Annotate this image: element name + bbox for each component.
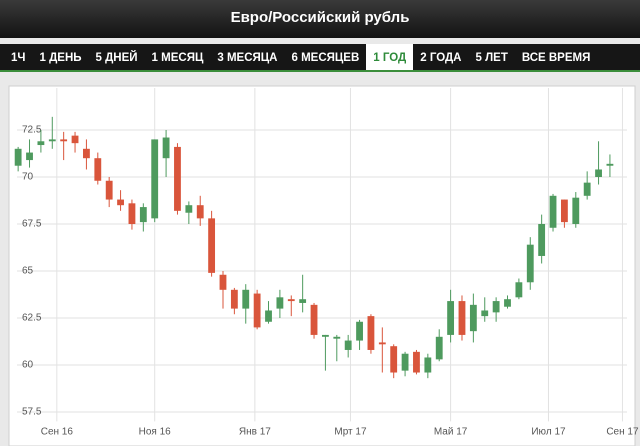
candle-body xyxy=(230,289,238,309)
candle-body xyxy=(606,163,614,166)
y-tick-label: 60 xyxy=(22,360,34,371)
y-tick-label: 70 xyxy=(22,172,34,183)
tab[interactable]: 5 ЛЕТ xyxy=(475,52,508,64)
candle-body xyxy=(458,301,466,335)
candle-body xyxy=(367,316,375,350)
candle-body xyxy=(356,321,363,341)
tab[interactable]: 1 ГОД xyxy=(366,44,414,70)
x-tick-label: Сен 16 xyxy=(41,427,74,438)
candle-body xyxy=(117,199,124,206)
y-tick-label: 65 xyxy=(22,266,34,277)
x-tick-label: Ноя 16 xyxy=(139,427,172,438)
candle-body xyxy=(162,137,170,159)
candle-body xyxy=(105,180,113,200)
candle-body xyxy=(572,197,580,224)
candle-body xyxy=(60,139,68,142)
candle-body xyxy=(185,205,193,213)
candle-body xyxy=(48,139,56,142)
candle-body xyxy=(481,310,489,317)
candle-body xyxy=(299,299,307,303)
candle-body xyxy=(83,148,90,159)
candle-body xyxy=(515,282,523,298)
y-tick-label: 72.5 xyxy=(22,125,42,136)
candle-body xyxy=(583,182,591,196)
candle-body xyxy=(128,203,136,224)
candle-body xyxy=(139,207,147,223)
candle-body xyxy=(242,289,250,309)
candle-body xyxy=(287,299,295,302)
candle-body xyxy=(174,146,181,211)
candle-body xyxy=(595,169,602,177)
candle-body xyxy=(265,310,272,322)
candle-body xyxy=(526,244,534,283)
chart: 57.5 60 62.5 65 67.5 70 72.5 Сен 16 Ноя 16 Янв 17… xyxy=(8,85,639,446)
y-tick-label: 67.5 xyxy=(22,219,42,230)
candle-body xyxy=(413,351,420,373)
tab[interactable]: 3 МЕСЯЦА xyxy=(217,52,278,64)
candle-body xyxy=(219,274,227,290)
x-tick-label: Мрт 17 xyxy=(334,427,367,438)
tab[interactable]: 1 ДЕНЬ xyxy=(39,52,82,64)
tab[interactable]: 5 ДНЕЙ xyxy=(95,52,138,64)
candle-body xyxy=(253,293,261,328)
candle-body xyxy=(310,304,318,335)
tab[interactable]: 1Ч xyxy=(11,52,26,64)
candle-body xyxy=(208,218,216,273)
candle-body xyxy=(71,135,79,144)
tab[interactable]: 1 МЕСЯЦ xyxy=(151,52,204,64)
candle-body xyxy=(435,336,443,360)
chart-panel xyxy=(8,85,636,446)
candle-body xyxy=(560,199,568,223)
candle-body xyxy=(37,141,45,146)
candle-body xyxy=(333,336,341,339)
tab[interactable]: ВСЕ ВРЕМЯ xyxy=(521,52,591,64)
candle-body xyxy=(538,224,546,256)
x-tick-label: Май 17 xyxy=(434,427,468,438)
candle-body xyxy=(94,158,102,181)
tab-bar: 1Ч 1 ДЕНЬ 5 ДНЕЙ 1 МЕСЯЦ 3 МЕСЯЦА 6 МЕСЯЦЕВ 1 … xyxy=(0,44,640,72)
y-tick-label: 57.5 xyxy=(22,407,42,418)
candle-body xyxy=(196,205,204,219)
candle-body xyxy=(504,299,511,307)
candle-body xyxy=(14,148,22,166)
candle-body xyxy=(492,301,500,313)
candle-body xyxy=(424,357,432,373)
candle-body xyxy=(401,353,409,371)
candle-body xyxy=(549,195,557,228)
candle-body xyxy=(276,297,284,309)
candle-body xyxy=(26,152,33,161)
candle-body xyxy=(344,340,352,350)
tab[interactable]: 2 ГОДА xyxy=(420,52,462,64)
x-tick-label: Июл 17 xyxy=(531,427,566,438)
title: Евро/Российский рубль xyxy=(230,9,410,26)
candle-body xyxy=(390,346,398,373)
candle-body xyxy=(151,139,159,219)
candle-body xyxy=(322,334,329,337)
tab[interactable]: 6 МЕСЯЦЕВ xyxy=(291,52,360,64)
candle-body xyxy=(469,304,477,332)
candle-body xyxy=(378,342,386,345)
candle-body xyxy=(447,301,455,335)
x-tick-label: Янв 17 xyxy=(239,427,271,438)
x-tick-label: Сен 17 xyxy=(606,427,639,438)
title-bar: Евро/Российский рубль xyxy=(0,0,640,38)
y-tick-label: 62.5 xyxy=(22,313,42,324)
